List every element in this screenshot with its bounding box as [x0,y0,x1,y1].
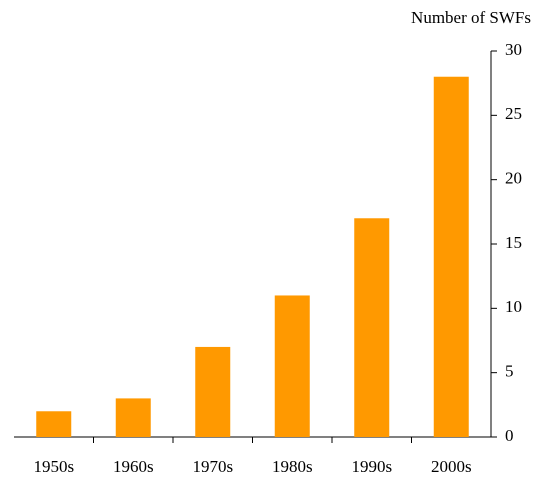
bar [433,76,469,437]
y-tick-label: 0 [505,426,514,445]
x-tick-label: 1990s [351,457,392,476]
bar [36,411,72,437]
bar [195,346,231,437]
y-tick-label: 30 [505,40,522,59]
x-tick-label: 1950s [33,457,74,476]
bar [354,218,390,437]
x-tick-label: 1970s [192,457,233,476]
y-tick-label: 20 [505,169,522,188]
y-tick-label: 10 [505,297,522,316]
y-tick-label: 25 [505,104,522,123]
y-tick-label: 5 [505,362,514,381]
x-tick-label: 1980s [272,457,313,476]
x-tick-label: 1960s [113,457,154,476]
bar [115,398,151,437]
y-axis-label: Number of SWFs [411,8,531,27]
y-tick-label: 15 [505,233,522,252]
bar [274,295,310,437]
x-tick-label: 2000s [431,457,472,476]
